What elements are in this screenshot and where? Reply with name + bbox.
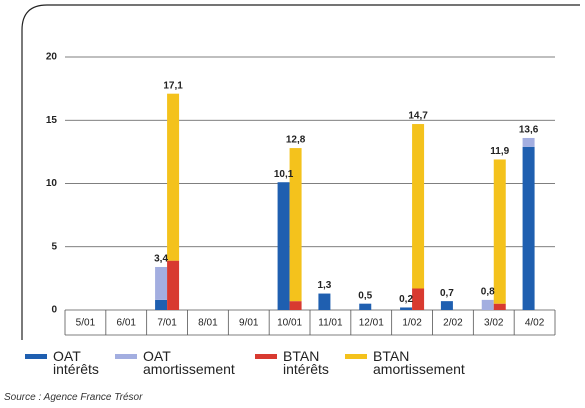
x-tick-label: 1/02	[402, 318, 422, 329]
frame	[21, 4, 580, 340]
bar-segment	[167, 93, 180, 261]
legend-item: OAT intérêts	[25, 348, 99, 377]
bar-segment	[400, 307, 413, 310]
stack-label: 0,8	[481, 287, 495, 298]
bar-segment	[493, 159, 506, 304]
stack-label: 0,5	[358, 290, 372, 301]
bar-segment	[289, 301, 302, 310]
stack-label: 0,2	[399, 294, 413, 305]
bar-segment	[412, 288, 425, 310]
stack-label: 13,6	[519, 125, 539, 136]
y-tick-label: 10	[46, 178, 58, 189]
y-tick-label: 5	[51, 241, 57, 252]
stack-label: 11,9	[490, 146, 509, 157]
bar-segment	[440, 301, 453, 310]
stack-label: 14,7	[408, 111, 428, 122]
legend-swatch	[345, 354, 367, 359]
x-tick-label: 12/01	[359, 318, 384, 329]
legend-swatch	[115, 354, 137, 359]
stack-label: 12,8	[286, 135, 306, 146]
source: Source : Agence France Trésor	[4, 392, 143, 403]
legend-label: OAT intérêts	[53, 348, 99, 377]
x-tick-label: 6/01	[117, 318, 137, 329]
bar-segment	[289, 148, 302, 302]
bar-segment	[412, 124, 425, 289]
bar-segment	[481, 299, 494, 310]
legend-swatch	[25, 354, 47, 359]
legend-label: BTAN intérêts	[283, 348, 329, 377]
stack-label: 10,1	[274, 169, 294, 180]
x-tick-label: 10/01	[277, 318, 302, 329]
legend-item: OAT amortissement	[115, 348, 235, 377]
bar-segment	[522, 146, 535, 310]
bar-segment	[167, 260, 180, 310]
legend-item: BTAN amortissement	[345, 348, 465, 377]
stack-label: 1,3	[317, 280, 331, 291]
x-tick-label: 11/01	[318, 318, 343, 329]
bar-segment	[155, 299, 168, 310]
legend-swatch	[255, 354, 277, 359]
bar-segment	[318, 293, 331, 310]
bar-segment	[493, 303, 506, 310]
legend-label: OAT amortissement	[143, 348, 235, 377]
bar-segment	[155, 266, 168, 300]
bar-segment	[522, 137, 535, 147]
bar-segment	[359, 303, 372, 310]
legend-label: BTAN amortissement	[373, 348, 465, 377]
x-tick-label: 3/02	[484, 318, 504, 329]
x-tick-label: 4/02	[525, 318, 545, 329]
x-tick-label: 8/01	[198, 318, 218, 329]
y-tick-label: 20	[46, 52, 58, 63]
x-tick-label: 7/01	[157, 318, 177, 329]
stack-label: 3,4	[154, 254, 168, 265]
y-tick-label: 0	[51, 305, 57, 316]
x-tick-label: 9/01	[239, 318, 259, 329]
stack-label: 0,7	[440, 288, 454, 299]
x-tick-label: 5/01	[76, 318, 96, 329]
legend-item: BTAN intérêts	[255, 348, 329, 377]
stack-label: 17,1	[163, 80, 183, 91]
bar-segment	[277, 182, 290, 310]
y-tick-label: 15	[46, 115, 58, 126]
x-tick-label: 2/02	[443, 318, 463, 329]
